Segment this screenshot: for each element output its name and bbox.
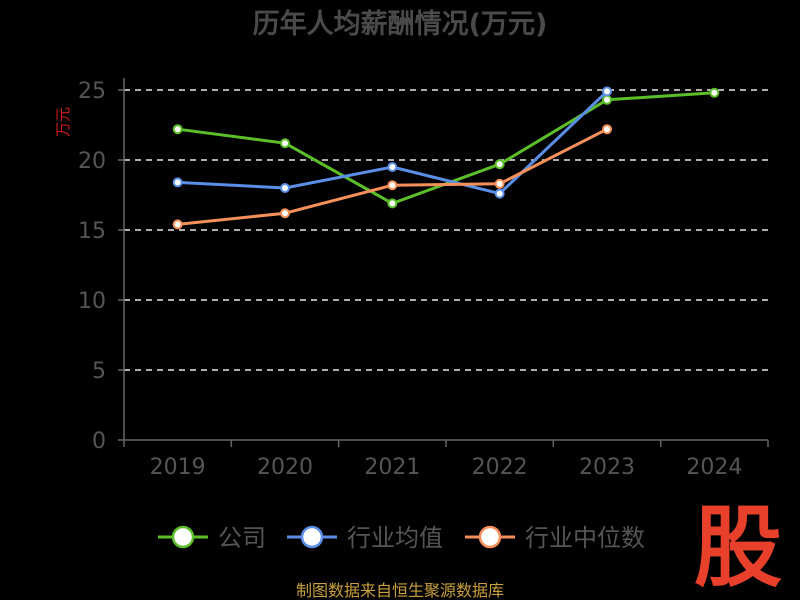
data-point[interactable]: [387, 198, 398, 209]
data-point[interactable]: [602, 94, 612, 105]
data-point[interactable]: [172, 219, 183, 230]
y-tick-labels: 0 5 10 15 20 25: [78, 79, 106, 454]
y-axis-label: 万元: [54, 107, 72, 137]
data-point[interactable]: [709, 87, 720, 98]
y-tick-label: 25: [78, 79, 106, 104]
legend-item[interactable]: 行业均值: [287, 524, 443, 552]
source-note: 制图数据来自恒生聚源数据库: [296, 581, 504, 600]
data-point[interactable]: [387, 180, 398, 191]
legend-label: 公司: [218, 524, 266, 552]
series-lines: [172, 86, 720, 230]
x-tick-label: 2024: [686, 455, 742, 480]
data-point[interactable]: [494, 188, 505, 199]
x-tick-label: 2020: [257, 455, 313, 480]
data-point[interactable]: [280, 138, 290, 149]
series-1: [172, 86, 612, 199]
data-point[interactable]: [387, 162, 398, 172]
y-tick-label: 5: [92, 359, 106, 384]
data-point[interactable]: [494, 159, 505, 170]
data-point[interactable]: [280, 183, 290, 193]
data-point[interactable]: [172, 177, 183, 188]
legend-label: 行业均值: [347, 524, 443, 552]
series-line: [177, 127, 608, 226]
legend-marker: [171, 525, 195, 549]
watermark-logo: 股: [694, 496, 782, 599]
x-tick-label: 2022: [472, 455, 528, 480]
legend-marker: [300, 525, 324, 549]
x-tick-label: 2019: [150, 455, 206, 480]
grid-lines: [118, 89, 768, 441]
data-point[interactable]: [602, 124, 612, 135]
series-0: [172, 87, 720, 209]
data-point[interactable]: [172, 124, 183, 135]
x-tick-labels: 2019 2020 2021 2022 2023 2024: [150, 455, 743, 480]
legend-item[interactable]: 公司: [158, 524, 266, 552]
legend-label: 行业中位数: [525, 524, 645, 552]
legend[interactable]: 公司 行业均值 行业中位数: [158, 524, 645, 552]
y-tick-label: 10: [78, 289, 106, 314]
x-tick-label: 2021: [364, 455, 420, 480]
legend-item[interactable]: 行业中位数: [465, 524, 645, 552]
series-line: [177, 90, 609, 196]
axes: [123, 78, 769, 447]
series-2: [172, 124, 612, 230]
chart-title: 历年人均薪酬情况(万元): [253, 8, 548, 40]
data-point[interactable]: [494, 178, 505, 189]
y-tick-label: 0: [92, 429, 106, 454]
x-tick-label: 2023: [579, 455, 635, 480]
y-tick-label: 20: [78, 149, 106, 174]
data-point[interactable]: [602, 86, 612, 97]
y-tick-label: 15: [78, 219, 106, 244]
data-point[interactable]: [280, 208, 290, 219]
legend-marker: [478, 525, 502, 549]
